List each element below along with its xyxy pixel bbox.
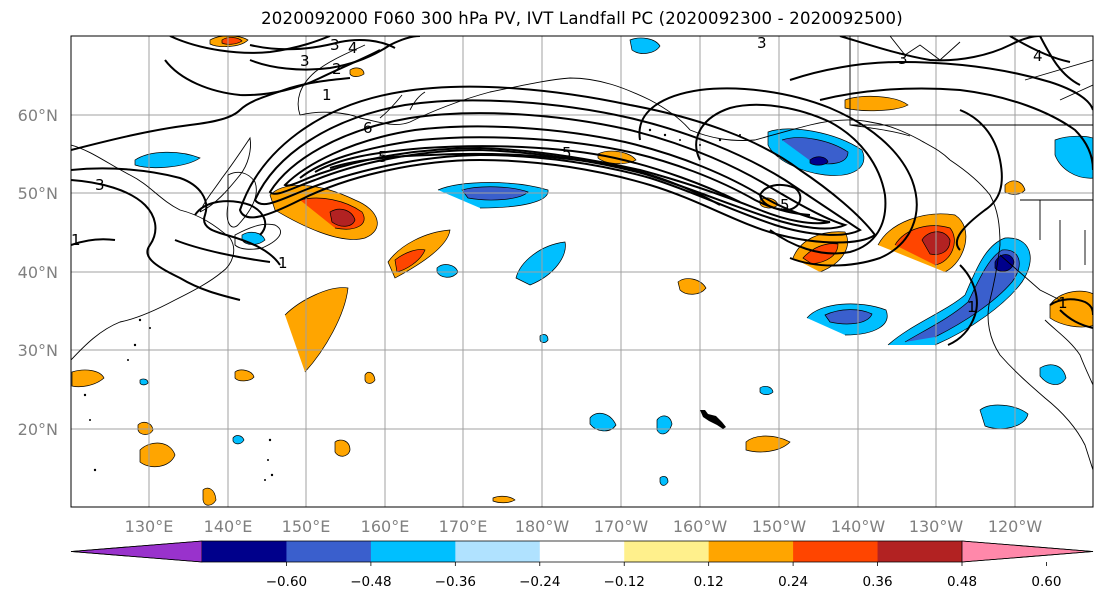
contour-label: 1 — [322, 86, 332, 104]
lon-label: 140°E — [204, 517, 253, 536]
lon-label: 140°W — [831, 517, 886, 536]
longitude-labels: 130°E 140°E 150°E 160°E 170°E 180°W 170°… — [125, 517, 1043, 536]
colorbar-bin — [455, 541, 541, 562]
colorbar-tick-label: 0.36 — [863, 574, 893, 590]
contour-label: 3 — [95, 176, 105, 194]
contour-label: 1 — [71, 231, 81, 249]
colorbar-tick-label: −0.24 — [519, 574, 560, 590]
colorbar-bin — [624, 541, 710, 562]
contour-label: 1 — [1058, 294, 1068, 312]
coastlines — [71, 36, 1093, 471]
lon-label: 180°W — [515, 517, 570, 536]
lon-label: 130°W — [909, 517, 964, 536]
lon-label: 160°E — [361, 517, 410, 536]
colorbar-tick-label: 0.60 — [1031, 574, 1061, 590]
colorbar-bin — [202, 541, 287, 562]
contour-label: 4 — [348, 39, 358, 57]
pv-contours — [71, 36, 1093, 346]
contour-label: 1 — [967, 298, 977, 316]
contour-label: 3 — [300, 52, 310, 70]
lon-label: 150°E — [282, 517, 331, 536]
colorbar-extend-min — [70, 540, 203, 563]
contour-label: 6 — [363, 119, 373, 137]
colorbar-extend-max — [961, 540, 1094, 563]
colorbar-outline — [70, 540, 1094, 563]
pv-contour-labels: 3 4 3 2 1 6 5 5 5 3 4 3 1 1 3 1 1 — [71, 34, 1068, 316]
colorbar-bin — [877, 541, 963, 562]
lat-label: 20°N — [18, 420, 58, 439]
contour-label: 2 — [332, 60, 342, 78]
colorbar-tick-label: 0.48 — [947, 574, 977, 590]
lat-label: 30°N — [18, 341, 58, 360]
lon-label: 130°E — [125, 517, 174, 536]
colorbar-tick-label: −0.12 — [604, 574, 645, 590]
figure-title: 2020092000 F060 300 hPa PV, IVT Landfall… — [261, 9, 903, 28]
lon-label: 170°E — [439, 517, 488, 536]
lon-label: 170°W — [594, 517, 649, 536]
colorbar-tick-label: 0.24 — [778, 574, 808, 590]
lat-label: 50°N — [18, 184, 58, 203]
colorbar-bin — [708, 541, 794, 562]
contour-label: 1 — [278, 254, 288, 272]
colorbar-bin — [286, 541, 372, 562]
contour-label: 3 — [898, 50, 908, 68]
colorbar-bin — [539, 541, 625, 562]
colorbar: −0.60 −0.48 −0.36 −0.24 −0.12 0.12 0.24 0.36 0.4… — [70, 540, 1094, 590]
contour-label: 4 — [1033, 47, 1043, 65]
colorbar-bin — [793, 541, 879, 562]
lon-label: 160°W — [673, 517, 728, 536]
contour-label: 3 — [330, 36, 340, 54]
contour-label: 5 — [780, 196, 790, 214]
colorbar-tick-label: −0.48 — [350, 574, 391, 590]
latitude-labels: 60°N 50°N 40°N 30°N 20°N — [18, 106, 58, 439]
lon-label: 120°W — [988, 517, 1043, 536]
lat-label: 40°N — [18, 263, 58, 282]
colorbar-tick-label: 0.12 — [694, 574, 724, 590]
colorbar-tick-label: −0.36 — [435, 574, 476, 590]
map-frame — [70, 35, 1094, 508]
graticule — [71, 36, 1093, 507]
contour-label: 3 — [757, 34, 767, 52]
contour-label: 5 — [378, 148, 388, 166]
island-chains — [83, 128, 741, 481]
colorbar-tick-label: −0.60 — [266, 574, 307, 590]
lon-label: 150°W — [752, 517, 807, 536]
lat-label: 60°N — [18, 106, 58, 125]
contour-label: 5 — [562, 144, 572, 162]
colorbar-bin — [370, 541, 456, 562]
